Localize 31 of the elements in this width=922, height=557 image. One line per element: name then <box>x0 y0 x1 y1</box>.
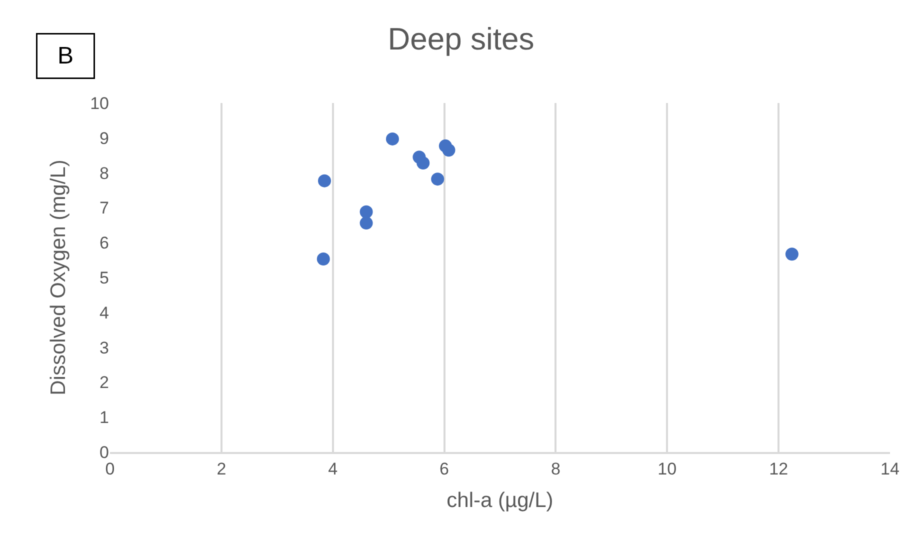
x-tick-label: 4 <box>328 459 338 478</box>
y-tick-label: 6 <box>100 234 109 253</box>
x-tick-label: 8 <box>550 459 560 478</box>
point <box>316 252 330 266</box>
point <box>386 132 399 146</box>
y-tick-label: 7 <box>100 198 109 218</box>
y-tick-label: 1 <box>100 408 109 428</box>
point <box>360 216 373 230</box>
point <box>442 144 456 157</box>
y-axis-title: Dissolved Oxygen (mg/L) <box>47 160 70 396</box>
x-tick-label: 2 <box>216 459 226 478</box>
point <box>416 156 430 170</box>
y-tick-label: 0 <box>100 442 109 462</box>
point <box>431 172 444 186</box>
point <box>318 174 331 188</box>
y-tick-label: 5 <box>100 268 109 288</box>
text: B <box>57 42 74 70</box>
x-tick-label: 14 <box>880 459 900 478</box>
x-tick-label: 10 <box>658 459 677 478</box>
point <box>360 205 373 218</box>
y-tick-label: 10 <box>90 94 109 113</box>
y-tick-label: 4 <box>100 303 109 322</box>
point <box>785 248 798 261</box>
y-tick-label: 9 <box>100 128 109 148</box>
x-tick-label: 12 <box>769 459 788 478</box>
y-tick-label: 3 <box>100 338 109 358</box>
chart-title: Deep sites <box>388 22 534 57</box>
x-tick-label: 6 <box>440 459 450 478</box>
x-axis-title: chl-a (µg/L) <box>446 489 554 512</box>
y-tick-label: 2 <box>100 373 109 392</box>
y-tick-label: 8 <box>100 164 109 183</box>
